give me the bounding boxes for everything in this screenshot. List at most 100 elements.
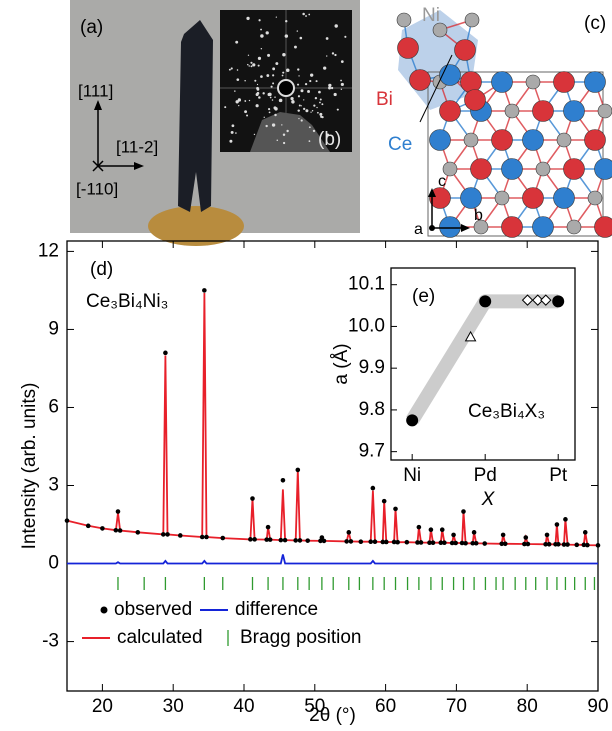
atom — [460, 71, 482, 93]
annotation: Ce₃Bi₄X₃ — [468, 401, 545, 422]
laue-spot — [344, 35, 347, 38]
legend-label: calculated — [117, 627, 203, 648]
annotation: Ce₃Bi₄Ni₃ — [86, 291, 168, 312]
panel-label: (e) — [412, 286, 435, 307]
laue-spot — [236, 78, 240, 81]
laue-spot — [300, 105, 302, 107]
laue-spot — [269, 96, 272, 99]
laue-spot — [282, 141, 286, 145]
atom — [397, 37, 419, 59]
laue-spot — [297, 68, 300, 71]
data-point — [391, 539, 397, 545]
atom — [563, 158, 585, 180]
data-point — [117, 528, 123, 533]
laue-spot — [237, 98, 242, 102]
data-point — [416, 524, 422, 530]
atom — [535, 161, 551, 177]
laue-spot — [244, 100, 247, 102]
data-point — [278, 537, 284, 543]
laue-spot — [260, 75, 263, 78]
laue-spot — [234, 90, 236, 92]
laue-spot — [250, 61, 253, 64]
laue-spot — [256, 83, 259, 86]
data-point — [438, 540, 444, 546]
atom — [439, 216, 461, 238]
laue-spot — [299, 36, 303, 40]
laue-spot — [272, 74, 275, 77]
laue-spot — [308, 140, 311, 142]
y-tick-label: 10.1 — [348, 274, 385, 295]
data-point — [135, 530, 141, 535]
data-point — [479, 295, 492, 308]
y-axis-label: a (Å) — [331, 343, 352, 384]
atom — [409, 69, 431, 91]
data-point — [585, 542, 590, 548]
atom — [464, 89, 486, 111]
laue-spot — [271, 99, 274, 101]
atom-label: Bi — [376, 89, 393, 110]
crystal-structure — [396, 10, 612, 238]
laue-spot — [316, 106, 318, 109]
laue-spot — [285, 20, 288, 23]
data-point — [204, 534, 209, 540]
laue-spot — [235, 40, 239, 44]
laue-spot — [286, 68, 290, 72]
arrow-head — [94, 100, 102, 110]
data-point — [451, 532, 456, 538]
laue-spot — [275, 62, 279, 66]
data-point — [393, 506, 398, 512]
y-tick-label: 9 — [48, 318, 59, 339]
data-point — [442, 540, 447, 546]
data-point — [574, 542, 580, 548]
laue-spot — [333, 92, 337, 97]
data-point — [280, 478, 286, 483]
laue-spot — [250, 65, 253, 68]
laue-spot — [231, 124, 235, 128]
laue-center — [277, 79, 295, 97]
laue-spot — [274, 113, 277, 117]
data-point — [415, 540, 420, 545]
data-point — [499, 541, 505, 547]
laue-spot — [258, 19, 261, 22]
laue-spot — [340, 60, 344, 63]
data-point — [463, 540, 468, 546]
atom — [594, 158, 612, 180]
panel-label: (d) — [90, 259, 113, 280]
laue-spot — [298, 118, 300, 120]
data-point — [563, 517, 568, 522]
x-tick-label: 80 — [517, 696, 538, 717]
axis-label: c — [438, 173, 446, 190]
laue-spot — [334, 24, 338, 28]
laue-spot — [275, 16, 277, 18]
laue-spot — [297, 109, 300, 112]
laue-spot — [257, 64, 260, 67]
direction-label: [11-2] — [116, 137, 158, 156]
atom — [494, 190, 510, 206]
atom — [491, 71, 513, 93]
laue-spot — [228, 68, 231, 71]
data-point — [395, 539, 400, 545]
laue-spot — [252, 63, 256, 67]
laue-spot — [321, 103, 324, 106]
y-tick-label: 6 — [48, 396, 59, 417]
laue-spot — [224, 106, 227, 109]
y-axis-label: Intensity (arb. units) — [19, 383, 40, 550]
data-point — [546, 541, 552, 547]
data-point — [439, 527, 445, 533]
y-tick-label: 9.9 — [359, 357, 385, 378]
data-point — [264, 537, 269, 542]
atom — [504, 103, 520, 119]
atom-label: Ni — [422, 5, 440, 26]
axis-origin — [429, 225, 435, 231]
atom — [429, 129, 451, 151]
laue-spot — [282, 133, 286, 136]
data-point — [348, 539, 354, 544]
data-point — [319, 535, 325, 540]
laue-pattern — [220, 10, 352, 152]
y-tick-label: 12 — [38, 240, 59, 261]
data-point — [248, 537, 253, 542]
laue-spot — [272, 82, 275, 85]
pointer-line — [419, 54, 453, 123]
laue-spot — [282, 52, 286, 57]
atom — [439, 100, 461, 122]
